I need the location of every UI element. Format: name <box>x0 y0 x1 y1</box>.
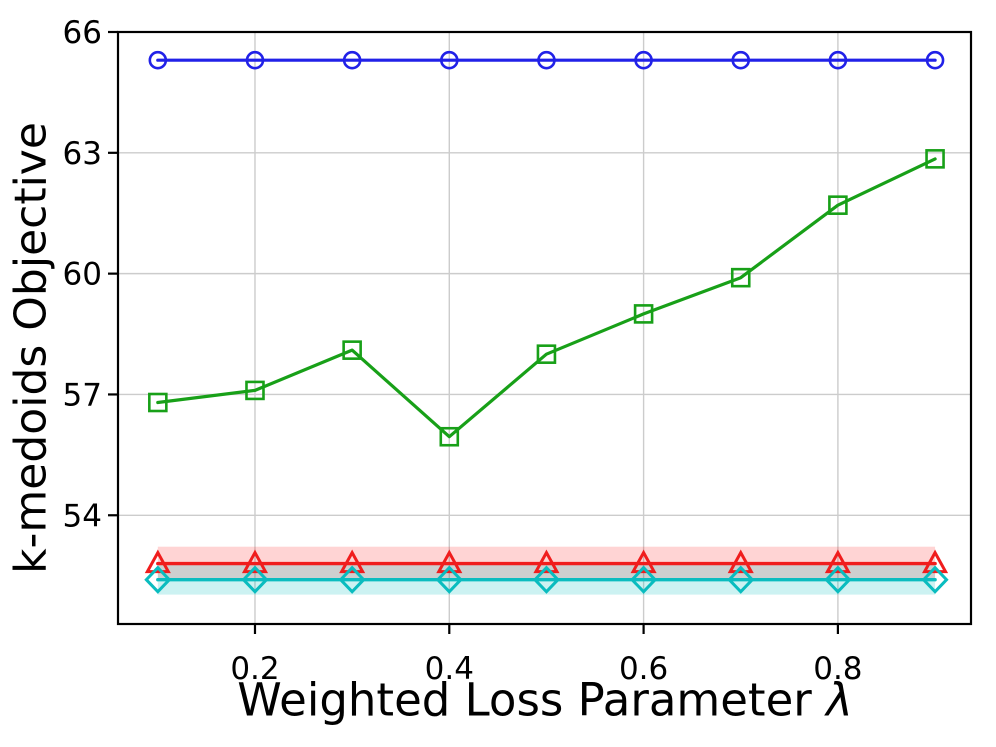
marker-diamond <box>338 565 366 594</box>
series-line-green-square <box>156 157 937 439</box>
x-axis-label-text: Weighted Loss Parameter <box>237 673 812 727</box>
y-tick-label: 57 <box>63 377 102 413</box>
marker-square <box>148 392 168 413</box>
plot-border <box>116 30 973 626</box>
y-tick-label: 60 <box>63 257 102 293</box>
marker-diamond <box>921 565 949 594</box>
y-tick-label: 63 <box>63 136 102 172</box>
marker-square <box>925 149 945 169</box>
marker-triangle-up <box>630 549 657 574</box>
marker-triangle-up <box>339 549 366 574</box>
x-axis-label: Weighted Loss Parameter λ <box>237 674 852 727</box>
marker-triangle-up <box>436 549 463 574</box>
marker-circle <box>245 50 265 70</box>
marker-circle <box>634 50 653 70</box>
marker-triangle-up <box>533 549 560 574</box>
x-tick-label: 0.8 <box>813 651 862 687</box>
marker-circle <box>925 50 945 70</box>
marker-triangle-up <box>241 549 269 574</box>
y-axis-label: k-medoids Objective <box>5 122 57 574</box>
marker-circle <box>148 50 168 70</box>
marker-diamond <box>824 565 852 594</box>
marker-circle <box>439 50 459 70</box>
marker-circle <box>731 50 751 70</box>
x-tick-label: 0.2 <box>230 651 279 687</box>
marker-diamond <box>727 565 755 594</box>
marker-circle <box>342 50 362 70</box>
marker-square <box>828 195 848 215</box>
marker-circle <box>537 50 556 70</box>
y-tick-label: 54 <box>63 498 102 534</box>
marker-square <box>633 304 654 324</box>
marker-square <box>730 267 751 288</box>
marker-triangle-up <box>824 549 851 574</box>
marker-diamond <box>144 565 172 594</box>
marker-circle <box>828 50 848 70</box>
x-tick-label: 0.6 <box>619 651 668 687</box>
marker-triangle-up <box>922 549 949 574</box>
marker-triangle-up <box>144 549 171 574</box>
marker-square <box>342 340 362 360</box>
marker-diamond <box>630 565 658 594</box>
marker-square <box>245 380 265 401</box>
marker-diamond <box>241 565 269 594</box>
marker-triangle-up <box>727 549 754 574</box>
x-axis-label-symbol: λ <box>826 673 853 727</box>
x-tick-label: 0.4 <box>425 651 474 687</box>
marker-square <box>536 344 557 364</box>
marker-diamond <box>532 565 561 594</box>
marker-square <box>439 426 460 447</box>
marker-diamond <box>435 565 463 594</box>
y-tick-label: 66 <box>63 15 102 51</box>
